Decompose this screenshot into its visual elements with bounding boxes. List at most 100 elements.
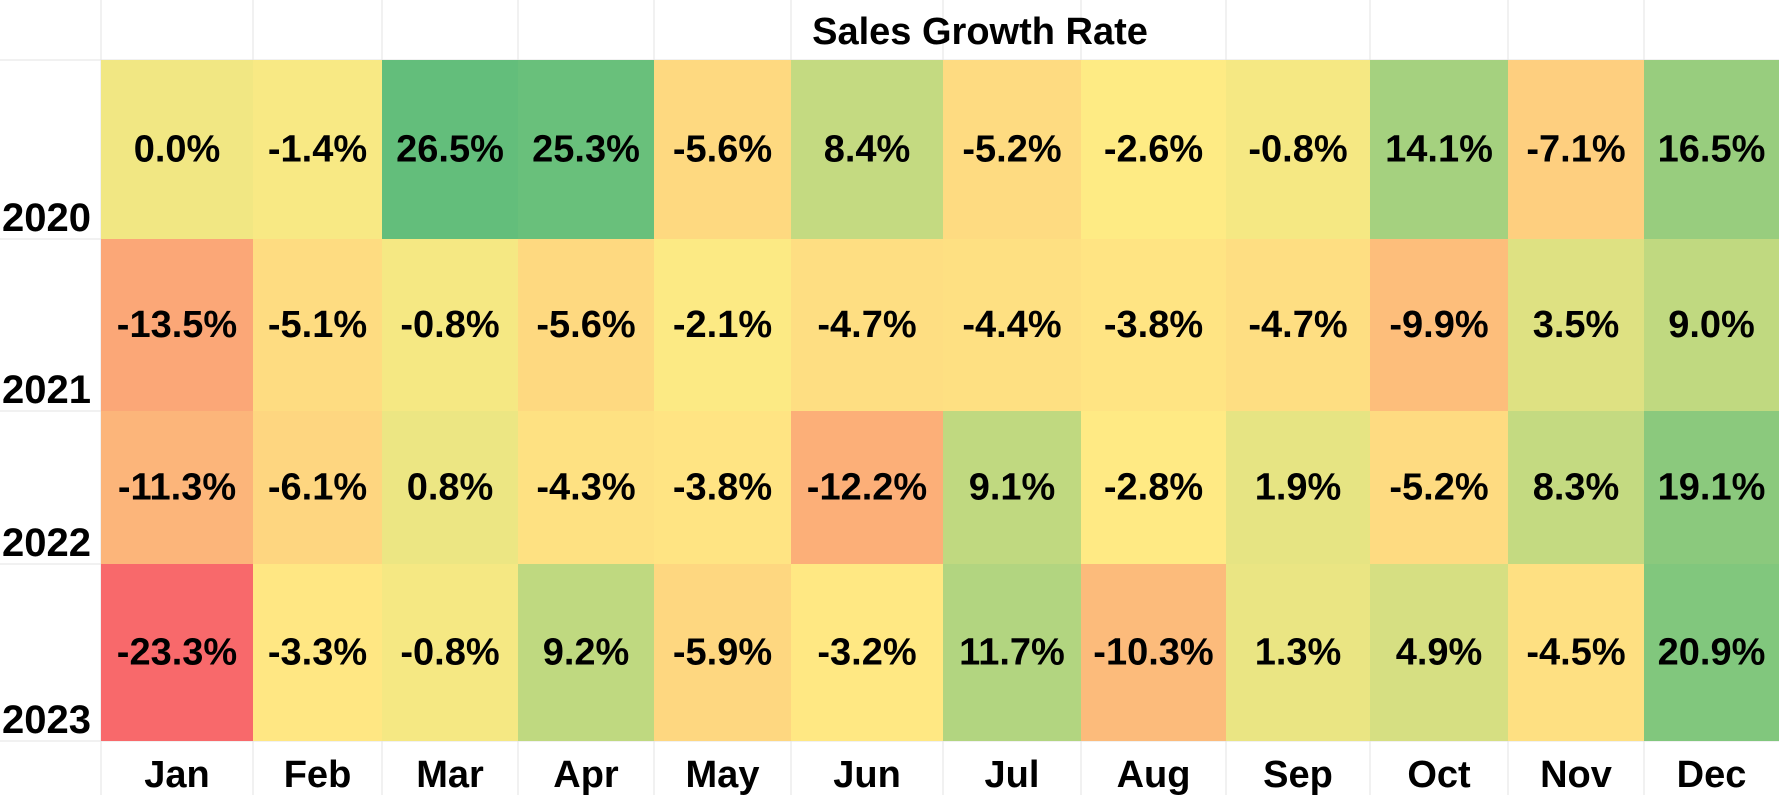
cell-value-label: 4.9% <box>1396 632 1483 674</box>
cell-value-label: 25.3% <box>532 129 640 171</box>
cell-value-label: -2.1% <box>673 304 772 346</box>
cell-value-label: -0.8% <box>1248 129 1347 171</box>
heatmap-cell <box>791 60 943 239</box>
heatmap-cell <box>654 60 791 239</box>
year-label: 2023 <box>2 698 91 742</box>
cell-value-label: 0.0% <box>134 129 221 171</box>
month-label: Sep <box>1263 754 1333 795</box>
heatmap-cell <box>382 411 518 564</box>
cell-value-label: -3.3% <box>268 632 367 674</box>
cell-value-label: 8.4% <box>824 129 911 171</box>
cell-value-label: -3.2% <box>817 632 916 674</box>
heatmap-cell <box>654 564 791 741</box>
cell-value-label: -3.8% <box>673 467 772 509</box>
cell-value-label: -13.5% <box>117 304 237 346</box>
heatmap-cell <box>1226 239 1370 411</box>
year-label: 2021 <box>2 368 91 412</box>
cell-value-label: -2.8% <box>1104 467 1203 509</box>
month-label: Oct <box>1407 754 1471 795</box>
heatmap-cell <box>1644 564 1779 741</box>
heatmap-cell <box>943 239 1081 411</box>
heatmap-cell <box>1508 239 1644 411</box>
heatmap-cell <box>101 411 253 564</box>
cell-value-label: -2.6% <box>1104 129 1203 171</box>
year-label: 2022 <box>2 521 91 565</box>
heatmap-cell <box>101 60 253 239</box>
cell-value-label: -0.8% <box>400 304 499 346</box>
chart-title: Sales Growth Rate <box>812 11 1148 53</box>
heatmap-cell <box>253 60 382 239</box>
cell-value-label: -4.4% <box>962 304 1061 346</box>
heatmap-cell <box>791 564 943 741</box>
heatmap-cell <box>253 239 382 411</box>
cell-value-label: -5.2% <box>962 129 1061 171</box>
cell-value-label: -4.7% <box>817 304 916 346</box>
cell-value-label: -5.1% <box>268 304 367 346</box>
cell-value-label: -11.3% <box>118 467 236 509</box>
month-label: Mar <box>416 754 484 795</box>
cell-value-label: 14.1% <box>1385 129 1493 171</box>
cell-value-label: -10.3% <box>1093 632 1213 674</box>
cell-value-label: 0.8% <box>407 467 494 509</box>
cell-value-label: -9.9% <box>1389 304 1488 346</box>
cell-value-label: 9.2% <box>543 632 630 674</box>
year-label: 2020 <box>2 196 91 240</box>
month-label: Aug <box>1117 754 1191 795</box>
cell-value-label: -4.3% <box>536 467 635 509</box>
heatmap-cell <box>518 564 654 741</box>
cell-value-label: 1.9% <box>1255 467 1342 509</box>
heatmap-cell <box>791 239 943 411</box>
cell-value-label: 3.5% <box>1533 304 1620 346</box>
heatmap-cell <box>518 411 654 564</box>
cell-value-label: 9.1% <box>969 467 1056 509</box>
heatmap-cell <box>518 239 654 411</box>
heatmap-cell <box>1081 564 1226 741</box>
heatmap-cell <box>1508 60 1644 239</box>
cell-value-label: 16.5% <box>1658 129 1766 171</box>
heatmap-cell <box>943 564 1081 741</box>
cell-value-label: 20.9% <box>1658 632 1766 674</box>
month-label: Nov <box>1540 754 1612 795</box>
heatmap-cell <box>1226 411 1370 564</box>
heatmap-cell <box>654 411 791 564</box>
heatmap-cell <box>1644 411 1779 564</box>
heatmap-cell <box>1370 239 1508 411</box>
heatmap-cell <box>1644 239 1779 411</box>
month-label: Apr <box>553 754 619 795</box>
heatmap-cell <box>1644 60 1779 239</box>
heatmap-cell <box>1081 239 1226 411</box>
cell-value-label: -5.6% <box>673 129 772 171</box>
month-label: Jan <box>144 754 209 795</box>
heatmap-cell <box>101 564 253 741</box>
cell-value-label: -5.9% <box>673 632 772 674</box>
month-label: Jun <box>833 754 901 795</box>
heatmap-cell <box>1370 60 1508 239</box>
cell-value-label: -23.3% <box>117 632 237 674</box>
heatmap-cell <box>253 411 382 564</box>
heatmap-cell <box>1370 411 1508 564</box>
cell-value-label: 1.3% <box>1255 632 1342 674</box>
cell-value-label: -5.6% <box>536 304 635 346</box>
heatmap-cell <box>1081 411 1226 564</box>
heatmap-cell <box>1508 564 1644 741</box>
cell-value-label: 8.3% <box>1533 467 1620 509</box>
month-label: Jul <box>985 754 1040 795</box>
heatmap-cell <box>518 60 654 239</box>
cell-value-label: -5.2% <box>1389 467 1488 509</box>
heatmap-cell <box>382 564 518 741</box>
heatmap-cell <box>1508 411 1644 564</box>
month-label: Feb <box>284 754 352 795</box>
heatmap-cell <box>1081 60 1226 239</box>
cell-value-label: -12.2% <box>807 467 927 509</box>
cell-value-label: -7.1% <box>1526 129 1625 171</box>
heatmap-cell <box>382 60 518 239</box>
heatmap-cell <box>1226 564 1370 741</box>
month-label: Dec <box>1677 754 1747 795</box>
cell-value-label: -1.4% <box>268 129 367 171</box>
cell-value-label: -4.5% <box>1526 632 1625 674</box>
heatmap-cell <box>253 564 382 741</box>
heatmap-cell <box>654 239 791 411</box>
cell-value-label: -3.8% <box>1104 304 1203 346</box>
heatmap-cell <box>943 411 1081 564</box>
